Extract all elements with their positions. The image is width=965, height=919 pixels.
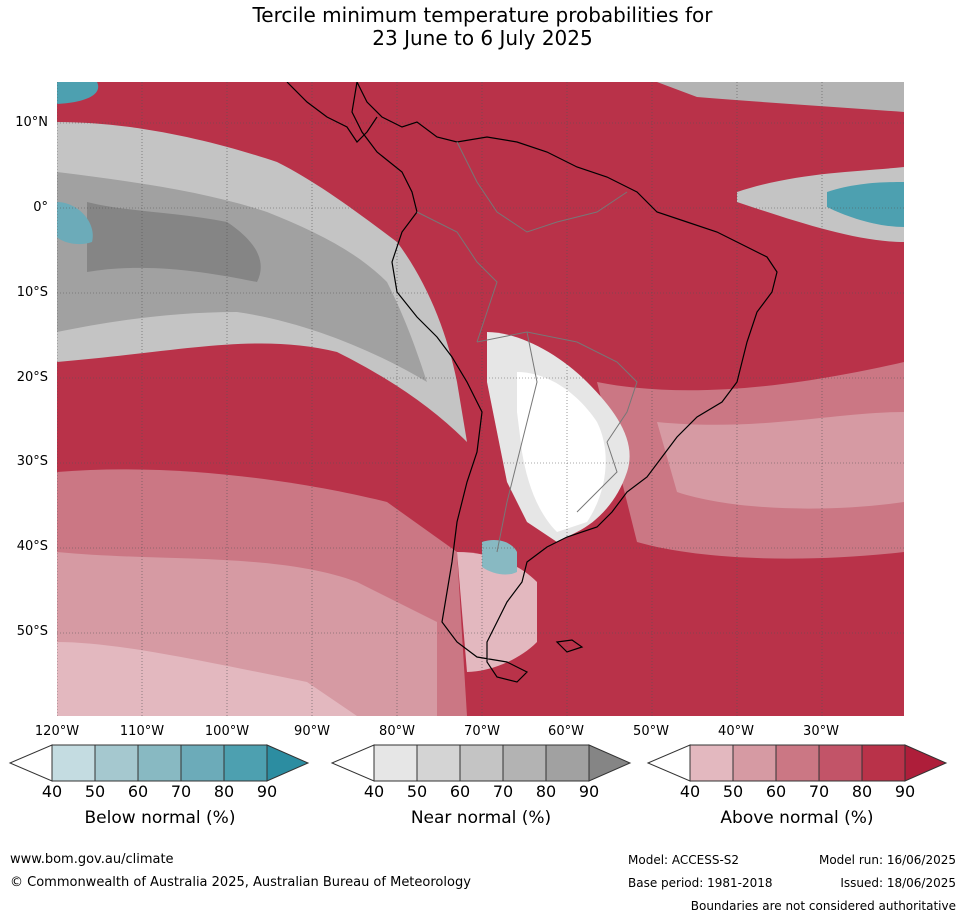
country-borders xyxy=(416,141,638,553)
footer-model: Model: ACCESS-S2 xyxy=(628,853,740,867)
cbar-tick-label: 90 xyxy=(256,782,278,801)
lat-tick-label: 20°S xyxy=(16,370,48,385)
above-normal-colorbar xyxy=(646,744,948,782)
central-america-coastline xyxy=(286,82,378,143)
map-svg xyxy=(57,82,904,716)
map-region-white-interior xyxy=(517,372,606,532)
footer-disclaimer: Boundaries are not considered authoritat… xyxy=(690,899,956,913)
footer-url: www.bom.gov.au/climate xyxy=(10,852,174,867)
map-region-below-pacific xyxy=(57,202,93,245)
lat-tick-label: 50°S xyxy=(16,624,48,639)
cbar-tick-label: 70 xyxy=(170,782,192,801)
cbar-tick-label: 60 xyxy=(127,782,149,801)
below-normal-colorbar xyxy=(8,744,310,782)
cbar-tick-label: 50 xyxy=(722,782,744,801)
cbar-tick-label: 90 xyxy=(894,782,916,801)
below-cbar-bin xyxy=(180,744,225,782)
map-region-near-pacific-core xyxy=(87,202,261,282)
lon-tick-label: 110°W xyxy=(119,724,165,739)
above-cbar-bin xyxy=(689,744,734,782)
cbar-tick-label: 70 xyxy=(492,782,514,801)
lon-tick-label: 90°W xyxy=(294,724,330,739)
near-cbar-upper-triangle xyxy=(588,744,632,782)
below-cbar-upper-triangle xyxy=(266,744,310,782)
above-cbar-bin xyxy=(775,744,820,782)
below-cbar-bin xyxy=(223,744,268,782)
near-cbar-lower-triangle xyxy=(330,744,375,782)
cbar-tick-label: 40 xyxy=(41,782,63,801)
map-region-above-60-atlantic xyxy=(657,412,904,509)
cbar-tick-label: 80 xyxy=(213,782,235,801)
title-line-2: 23 June to 6 July 2025 xyxy=(372,26,593,50)
map-region-near-caribbean xyxy=(657,82,904,112)
map-region-below-nw xyxy=(57,82,99,104)
cbar-tick-label: 80 xyxy=(851,782,873,801)
below-normal-title: Below normal (%) xyxy=(84,808,236,828)
map-region-above-50-south xyxy=(57,642,357,716)
above-cbar-lower-triangle xyxy=(646,744,691,782)
cbar-tick-label: 80 xyxy=(535,782,557,801)
lon-tick-label: 50°W xyxy=(633,724,669,739)
cbar-tick-label: 60 xyxy=(765,782,787,801)
chart-title: Tercile minimum temperature probabilitie… xyxy=(0,4,965,50)
footer-model-run: Model run: 16/06/2025 xyxy=(818,853,956,867)
near-normal-colorbar xyxy=(330,744,632,782)
map-gridlines xyxy=(57,82,904,716)
below-cbar-bin xyxy=(137,744,182,782)
lat-tick-label: 40°S xyxy=(16,539,48,554)
probability-map xyxy=(57,82,904,716)
lat-tick-label: 10°S xyxy=(16,285,48,300)
footer-copyright: © Commonwealth of Australia 2025, Austra… xyxy=(10,875,471,890)
above-cbar-bin xyxy=(861,744,906,782)
cbar-tick-label: 60 xyxy=(449,782,471,801)
map-region-below-atlantic xyxy=(827,182,904,227)
lon-tick-label: 80°W xyxy=(379,724,415,739)
lon-tick-label: 120°W xyxy=(34,724,80,739)
cbar-tick-label: 50 xyxy=(406,782,428,801)
near-cbar-bin xyxy=(545,744,590,782)
lon-tick-label: 40°W xyxy=(718,724,754,739)
near-cbar-bin xyxy=(373,744,418,782)
cbar-tick-label: 40 xyxy=(363,782,385,801)
lat-tick-label: 10°N xyxy=(15,115,48,130)
below-cbar-lower-triangle xyxy=(8,744,53,782)
above-cbar-upper-triangle xyxy=(904,744,948,782)
below-cbar-bin xyxy=(94,744,139,782)
cbar-tick-label: 40 xyxy=(679,782,701,801)
cbar-tick-label: 50 xyxy=(84,782,106,801)
above-cbar-bin xyxy=(818,744,863,782)
near-cbar-bin xyxy=(416,744,461,782)
lon-tick-label: 100°W xyxy=(204,724,250,739)
near-cbar-bin xyxy=(459,744,504,782)
footer-issued: Issued: 18/06/2025 xyxy=(840,876,956,890)
near-normal-title: Near normal (%) xyxy=(410,808,552,828)
falkland-islands xyxy=(555,639,584,653)
near-cbar-bin xyxy=(502,744,547,782)
below-cbar-bin xyxy=(51,744,96,782)
lon-tick-label: 70°W xyxy=(464,724,500,739)
title-line-1: Tercile minimum temperature probabilitie… xyxy=(252,3,713,27)
above-normal-title: Above normal (%) xyxy=(720,808,874,828)
map-region-below-andes xyxy=(482,540,517,575)
lon-tick-label: 60°W xyxy=(548,724,584,739)
lat-tick-label: 30°S xyxy=(16,454,48,469)
map-region-above-patagonia xyxy=(457,552,537,672)
cbar-tick-label: 70 xyxy=(808,782,830,801)
above-cbar-bin xyxy=(732,744,777,782)
cbar-tick-label: 90 xyxy=(578,782,600,801)
lat-tick-label: 0° xyxy=(33,200,48,215)
lon-tick-label: 30°W xyxy=(803,724,839,739)
south-america-coastline xyxy=(351,82,778,683)
footer-base-period: Base period: 1981-2018 xyxy=(628,876,773,890)
